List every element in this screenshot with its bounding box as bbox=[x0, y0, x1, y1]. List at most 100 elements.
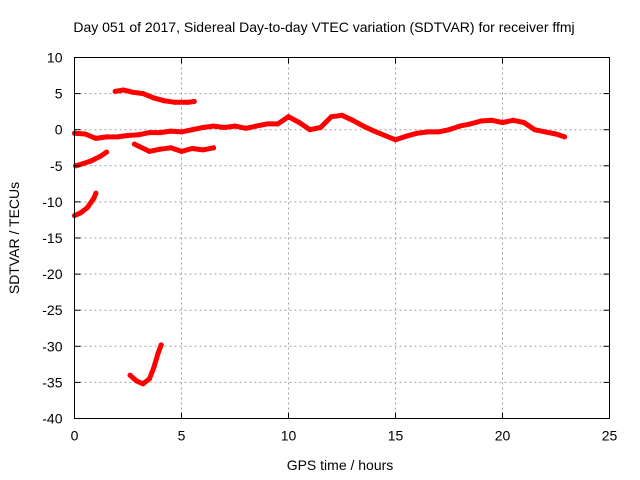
series-lower-arc bbox=[131, 141, 217, 154]
y-tick-label: 10 bbox=[47, 50, 63, 66]
data-point bbox=[157, 130, 163, 136]
data-point bbox=[168, 128, 174, 134]
data-point bbox=[104, 149, 110, 155]
data-point bbox=[91, 195, 97, 201]
series-deep-dip bbox=[127, 342, 164, 387]
y-tick-label: -15 bbox=[42, 230, 62, 246]
data-point bbox=[172, 99, 178, 105]
data-point bbox=[478, 118, 484, 124]
data-point bbox=[521, 120, 527, 125]
data-point bbox=[127, 372, 133, 378]
data-point bbox=[146, 376, 152, 382]
y-tick-label: -20 bbox=[42, 266, 62, 282]
data-point bbox=[221, 125, 227, 130]
y-tick-label: 5 bbox=[55, 86, 63, 102]
data-point bbox=[97, 153, 103, 159]
data-point bbox=[168, 145, 174, 151]
data-point bbox=[339, 112, 345, 118]
data-point bbox=[89, 158, 95, 164]
data-point bbox=[562, 134, 568, 140]
data-point bbox=[243, 125, 249, 131]
data-point bbox=[140, 91, 146, 97]
tick-layer: 0 5 10 15 20 25 10 5 0 -5 -10 -15 -20 -25 -30 -35 -40 bbox=[42, 50, 617, 444]
data-point bbox=[189, 146, 195, 151]
grid-layer bbox=[74, 57, 610, 419]
series-line-deep-dip bbox=[127, 342, 164, 387]
data-point bbox=[542, 129, 548, 135]
data-point bbox=[200, 147, 206, 153]
data-point bbox=[425, 129, 431, 135]
x-tick-label: 25 bbox=[602, 428, 618, 444]
data-point bbox=[510, 117, 516, 123]
data-point bbox=[112, 88, 118, 94]
data-point bbox=[232, 123, 238, 129]
data-point bbox=[161, 98, 167, 104]
data-point bbox=[532, 127, 538, 133]
data-point bbox=[131, 141, 137, 147]
x-tick-label: 10 bbox=[281, 428, 297, 444]
x-tick-label: 20 bbox=[495, 428, 511, 444]
data-point bbox=[414, 130, 420, 136]
data-point bbox=[129, 89, 135, 95]
y-tick-label: 0 bbox=[55, 122, 63, 138]
data-point bbox=[80, 161, 86, 167]
data-point bbox=[489, 117, 495, 123]
data-point bbox=[307, 127, 313, 133]
series-upper-segment bbox=[112, 87, 197, 105]
data-point bbox=[158, 342, 164, 348]
data-point bbox=[179, 148, 184, 154]
data-point bbox=[253, 123, 259, 129]
y-tick-label: -40 bbox=[42, 411, 62, 427]
data-point bbox=[446, 127, 452, 133]
data-point bbox=[328, 114, 334, 120]
y-tick-label: -35 bbox=[42, 374, 62, 390]
data-point bbox=[151, 95, 157, 101]
data-point bbox=[467, 121, 473, 127]
data-point bbox=[500, 120, 505, 125]
data-point bbox=[360, 123, 366, 129]
data-point bbox=[264, 121, 270, 127]
data-point bbox=[146, 148, 152, 154]
x-axis-label: GPS time / hours bbox=[287, 457, 394, 473]
data-point bbox=[191, 99, 197, 104]
data-point bbox=[157, 146, 163, 152]
y-tick-label: -5 bbox=[50, 158, 63, 174]
data-point bbox=[382, 133, 388, 138]
data-point bbox=[189, 127, 195, 133]
data-point bbox=[403, 133, 409, 139]
data-point bbox=[286, 114, 291, 120]
data-point bbox=[185, 99, 191, 105]
data-point bbox=[200, 125, 206, 130]
data-point bbox=[82, 131, 88, 137]
data-point bbox=[134, 378, 140, 384]
data-point bbox=[211, 145, 217, 151]
series-short-curve bbox=[72, 190, 99, 219]
x-tick-label: 15 bbox=[388, 428, 404, 444]
series-layer bbox=[72, 87, 568, 387]
data-point bbox=[457, 123, 463, 129]
series-main-track bbox=[72, 112, 568, 143]
data-point bbox=[125, 133, 131, 138]
data-point bbox=[114, 134, 120, 140]
data-point bbox=[93, 135, 99, 141]
data-point bbox=[211, 123, 217, 129]
data-point bbox=[78, 210, 84, 216]
y-tick-label: -30 bbox=[42, 338, 62, 354]
data-point bbox=[104, 134, 110, 140]
data-point bbox=[155, 351, 161, 356]
chart-title: Day 051 of 2017, Sidereal Day-to-day VTE… bbox=[73, 19, 574, 35]
y-axis-label: SDTVAR / TECUs bbox=[6, 182, 22, 294]
data-point bbox=[121, 87, 127, 93]
data-point bbox=[371, 128, 377, 134]
x-tick-label: 0 bbox=[71, 428, 79, 444]
data-point bbox=[151, 365, 157, 371]
data-point bbox=[146, 130, 152, 136]
data-point bbox=[275, 121, 281, 127]
x-tick-label: 5 bbox=[178, 428, 186, 444]
data-point bbox=[136, 132, 142, 138]
y-tick-label: -10 bbox=[42, 194, 62, 210]
data-point bbox=[318, 125, 324, 130]
data-point bbox=[179, 129, 184, 135]
